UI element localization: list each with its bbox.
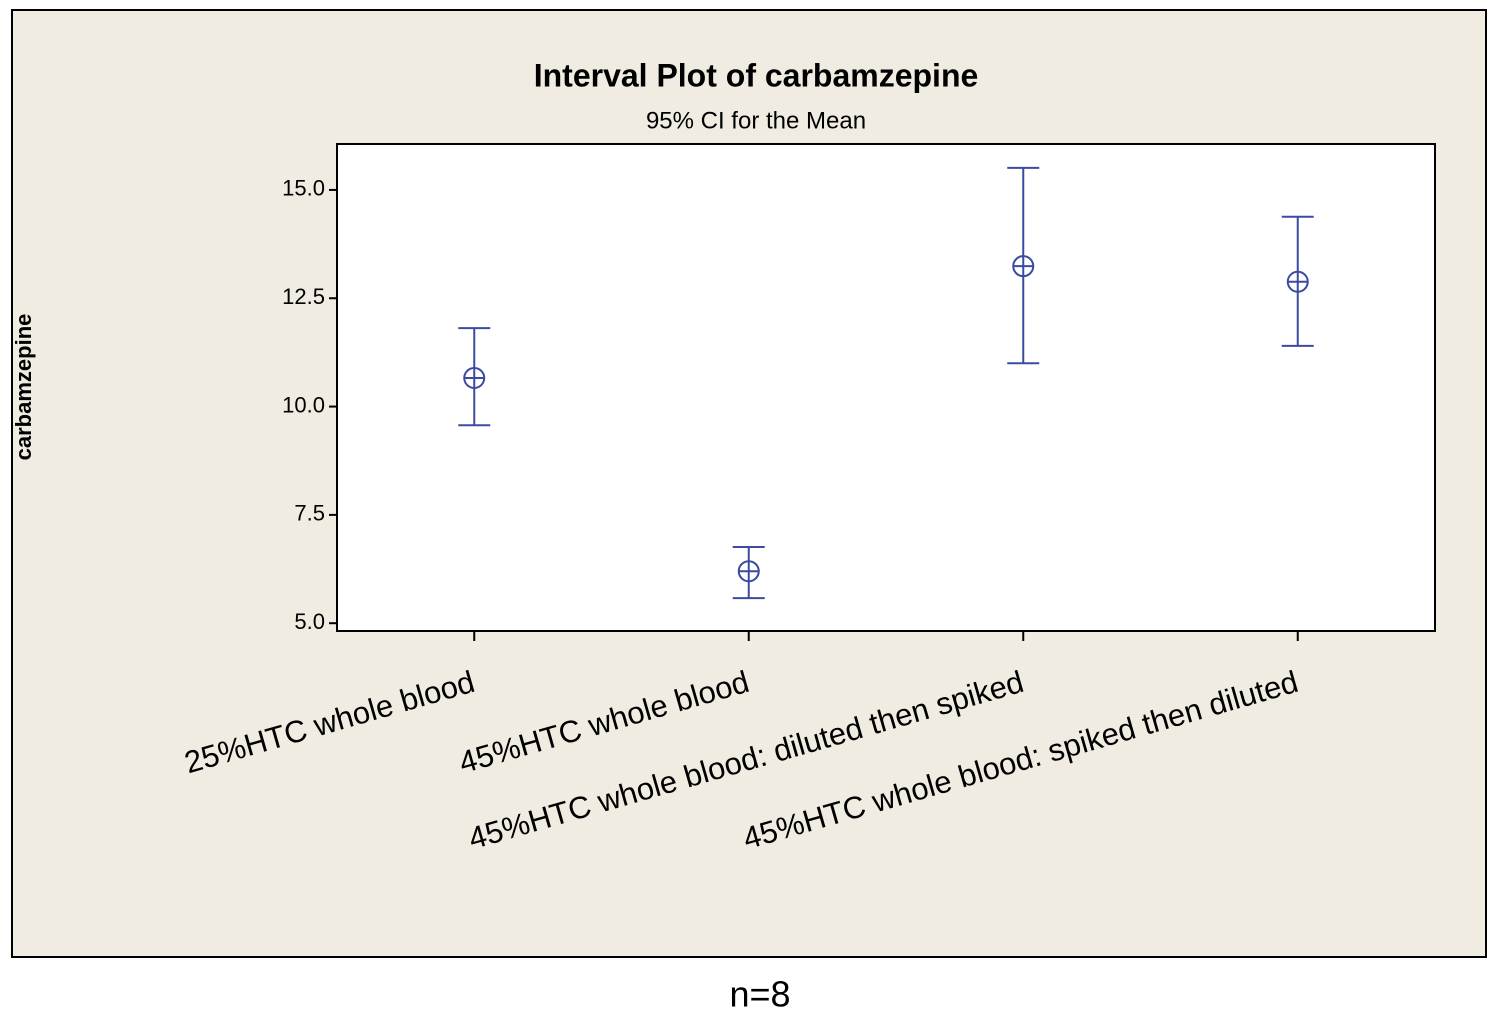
chart-title: Interval Plot of carbamzepine <box>534 57 979 93</box>
y-tick-label: 5.0 <box>294 609 325 634</box>
y-tick-label: 7.5 <box>294 501 325 526</box>
y-tick-label: 10.0 <box>282 392 325 417</box>
chart-subtitle: 95% CI for the Mean <box>646 107 866 134</box>
y-tick-label: 12.5 <box>282 284 325 309</box>
y-tick-label: 15.0 <box>282 176 325 201</box>
y-axis-label: carbamzepine <box>11 314 36 461</box>
plot-area <box>336 143 1436 632</box>
footnote: n=8 <box>729 974 790 1014</box>
